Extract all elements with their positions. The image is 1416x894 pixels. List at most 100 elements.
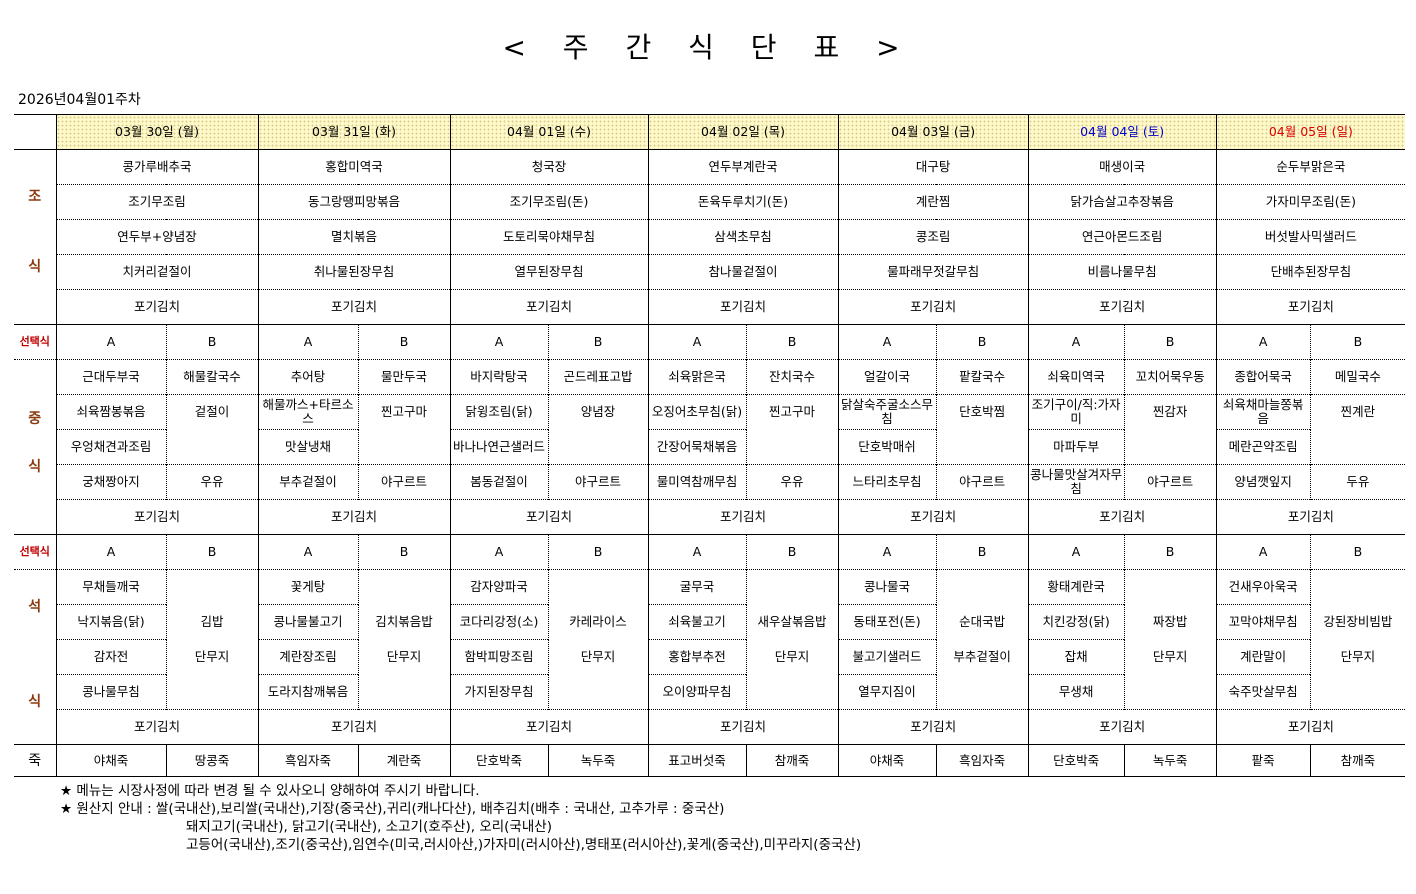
dinner-option-b-item [1123, 569, 1217, 605]
option-a-header: A [55, 324, 166, 360]
lunch-option-b-item: 찐고구마 [745, 394, 839, 430]
kimchi-item: 포기김치 [257, 499, 451, 535]
option-a-header: A [1215, 534, 1311, 570]
porridge-b: 계란죽 [357, 744, 451, 777]
dinner-option-b-item: 단무지 [1123, 639, 1217, 675]
dinner-option-a-item: 불고기샐러드 [837, 639, 937, 675]
table-row: 선택식 A B A B A B A B A B A B A B [14, 324, 1406, 360]
kimchi-item: 포기김치 [449, 499, 649, 535]
lunch-option-b-item: 곤드레표고밥 [547, 359, 649, 395]
porridge-b: 흑임자죽 [935, 744, 1029, 777]
lunch-option-a-item: 콩나물맛살겨자무침 [1027, 464, 1125, 500]
option-b-header: B [547, 534, 649, 570]
breakfast-item: 포기김치 [647, 289, 839, 325]
breakfast-item: 순두부맑은국 [1215, 149, 1406, 185]
dinner-option-b-item: 김밥 [165, 604, 259, 640]
lunch-option-a-item: 오징어초무침(닭) [647, 394, 747, 430]
dinner-option-a-item: 굴무국 [647, 569, 747, 605]
lunch-option-b-item [547, 429, 649, 465]
meal-label-char: 식 [28, 459, 42, 475]
table-row: 03월 30일 (월) 03월 31일 (화) 04월 01일 (수) 04월 02일… [14, 114, 1406, 150]
dinner-option-b-item [1309, 674, 1406, 710]
table-row: 석 식 무채들깨국 꽃게탕 감자양파국 굴무국 콩나물국 황태계란국 건새우아욱국 [14, 569, 1406, 745]
breakfast-item: 버섯발사믹샐러드 [1215, 219, 1406, 255]
option-b-header: B [935, 324, 1029, 360]
breakfast-item: 포기김치 [837, 289, 1029, 325]
lunch-option-a-item: 우엉채견과조림 [55, 429, 166, 465]
dinner-option-b-item [357, 674, 451, 710]
dinner-option-b-item: 부추겉절이 [935, 639, 1029, 675]
dinner-option-a-item: 열무지짐이 [837, 674, 937, 710]
note-menu-change: ★ 메뉴는 시장사정에 따라 변경 될 수 있사오니 양해하여 주시기 바랍니다… [60, 783, 480, 799]
lunch-option-b-item [1123, 429, 1217, 465]
breakfast-item: 물파래무젓갈무침 [837, 254, 1029, 290]
note-origin-meat: 돼지고기(국내산), 닭고기(국내산), 소고기(호주산), 오리(국내산) [186, 819, 552, 835]
day-header: 04월 04일 (토) [1027, 114, 1217, 150]
lunch-option-b-item: 꼬치어묵우동 [1123, 359, 1217, 395]
porridge-a: 표고버섯죽 [647, 744, 747, 777]
option-a-header: A [647, 324, 747, 360]
note-origin-fish: 고등어(국내산),조기(중국산),임연수(미국,러시아산,)가자미(러시아산),… [186, 837, 862, 853]
lunch-option-b-item [357, 429, 451, 465]
option-b-header: B [935, 534, 1029, 570]
dinner-option-b-item [935, 569, 1029, 605]
breakfast-item: 치커리겉절이 [55, 254, 259, 290]
option-b-header: B [745, 534, 839, 570]
breakfast-item: 연두부계란국 [647, 149, 839, 185]
option-b-header: B [1123, 324, 1217, 360]
lunch-option-a-item: 바나나연근샐러드 [449, 429, 549, 465]
lunch-option-a-item: 간장어묵채볶음 [647, 429, 747, 465]
table-row: 포기김치 포기김치 포기김치 포기김치 포기김치 포기김치 포기김치 [14, 499, 1406, 535]
kimchi-item: 포기김치 [1215, 499, 1406, 535]
lunch-option-b-item: 팥칼국수 [935, 359, 1029, 395]
porridge-a: 야채죽 [837, 744, 937, 777]
breakfast-item: 돈육두루치기(돈) [647, 184, 839, 220]
meal-label-char: 식 [28, 259, 42, 275]
dinner-option-a-item: 홍합부추전 [647, 639, 747, 675]
dinner-option-a-item: 함박피망조림 [449, 639, 549, 675]
lunch-option-b-item: 야구르트 [1123, 464, 1217, 500]
dinner-option-b-item [165, 569, 259, 605]
lunch-option-a-item: 쇠육맑은국 [647, 359, 747, 395]
breakfast-item: 연근아몬드조림 [1027, 219, 1217, 255]
breakfast-item: 콩가루배추국 [55, 149, 259, 185]
dinner-option-a-item: 잡채 [1027, 639, 1125, 675]
dinner-option-a-item: 꼬막야채무침 [1215, 604, 1311, 640]
lunch-option-b-item: 겉절이 [165, 394, 259, 430]
dinner-option-b-item: 새우살볶음밥 [745, 604, 839, 640]
lunch-option-a-item: 닭살숙주굴소스무침 [837, 394, 937, 430]
table-row: 궁채짱아지 우유 부추겉절이 야구르트 봄동겉절이 야구르트 물미역참깨무침 우유 느타리초무침… [14, 464, 1406, 500]
dinner-option-a-item: 감자전 [55, 639, 166, 675]
weekly-menu-table: 03월 30일 (월) 03월 31일 (화) 04월 01일 (수) 04월 02일… [14, 114, 1406, 777]
dinner-option-a-item: 치킨강정(닭) [1027, 604, 1125, 640]
day-header: 04월 02일 (목) [647, 114, 839, 150]
lunch-option-a-item: 쇠육미역국 [1027, 359, 1125, 395]
option-a-header: A [257, 534, 359, 570]
porridge-label: 죽 [14, 744, 56, 777]
table-row: 선택식 A B A B A B A B A B A B A B [14, 534, 1406, 570]
porridge-a: 야채죽 [55, 744, 166, 777]
dinner-option-b-item: 김치볶음밥 [357, 604, 451, 640]
table-row: 콩나물무침 도라지참깨볶음 가지된장무침 오이양파무침 열무지짐이 무생채 숙주맛살무침 [14, 674, 1406, 710]
option-a-header: A [1027, 534, 1125, 570]
lunch-option-b-item: 찐고구마 [357, 394, 451, 430]
option-a-header: A [449, 324, 549, 360]
kimchi-item: 포기김치 [55, 499, 259, 535]
page-title: < 주 간 식 단 표 > [502, 31, 914, 64]
lunch-option-a-item: 쇠육채마늘쫑볶음 [1215, 394, 1311, 430]
lunch-option-b-item: 우유 [745, 464, 839, 500]
dinner-option-b-item: 단무지 [357, 639, 451, 675]
day-header: 03월 31일 (화) [257, 114, 451, 150]
option-b-header: B [1309, 534, 1406, 570]
option-a-header: A [449, 534, 549, 570]
lunch-option-a-item: 맛살냉채 [257, 429, 359, 465]
dinner-option-b-item: 단무지 [165, 639, 259, 675]
lunch-option-a-item: 해물까스+타르소스 [257, 394, 359, 430]
breakfast-item: 열무된장무침 [449, 254, 649, 290]
dinner-option-a-item: 가지된장무침 [449, 674, 549, 710]
table-row: 감자전 단무지 계란장조림 단무지 함박피망조림 단무지 홍합부추전 단무지 불고기샐러드 부추겉… [14, 639, 1406, 675]
breakfast-item: 콩조림 [837, 219, 1029, 255]
lunch-option-a-item: 부추겉절이 [257, 464, 359, 500]
dinner-option-a-item: 도라지참깨볶음 [257, 674, 359, 710]
